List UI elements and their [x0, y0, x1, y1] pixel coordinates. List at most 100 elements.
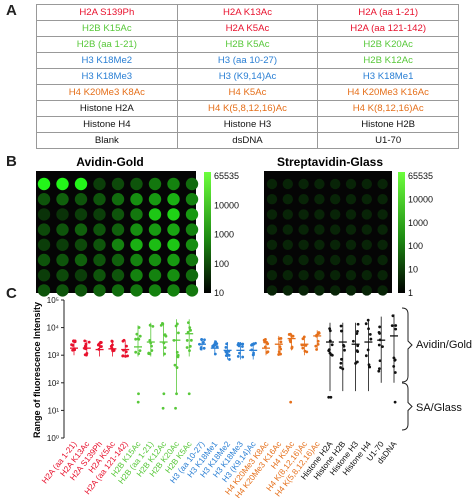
array-spot — [314, 285, 325, 296]
data-point — [73, 348, 77, 352]
array-spot — [37, 208, 51, 221]
colorbar-tick-label: 10 — [214, 288, 224, 298]
data-point — [134, 337, 138, 341]
data-point — [367, 327, 370, 331]
data-point — [378, 332, 381, 335]
data-point — [185, 339, 189, 342]
colorbar-tick-label: 65535 — [214, 171, 239, 181]
data-point — [175, 366, 179, 369]
antigen-cell: U1-70 — [317, 132, 459, 149]
data-point — [314, 344, 318, 348]
colorbar-tick-label: 10 — [408, 265, 418, 275]
data-point — [356, 329, 359, 333]
array-spot — [167, 208, 180, 221]
data-point — [251, 343, 255, 347]
array-spot — [93, 238, 106, 251]
data-point — [215, 345, 219, 349]
data-point — [279, 340, 283, 344]
antigen-cell: Histone H4 — [36, 116, 178, 133]
array-spot — [56, 193, 69, 206]
data-point — [125, 344, 128, 348]
fluorescence-range-chart: Range of fluorescence Intensity 10⁰ 10¹ 10… — [32, 296, 472, 498]
y-tick-label: 10³ — [47, 351, 59, 360]
antigen-cell: H2A S139Ph — [36, 4, 178, 21]
array-spot — [37, 177, 51, 191]
data-point — [176, 355, 180, 359]
array-spot — [361, 270, 372, 281]
array-spot — [345, 224, 357, 235]
data-point — [263, 345, 267, 349]
data-point — [328, 329, 332, 333]
antigen-cell: Blank — [36, 132, 178, 149]
data-point — [97, 342, 101, 346]
array-spot — [111, 253, 125, 267]
data-point — [378, 325, 382, 329]
array-spot — [130, 284, 143, 297]
data-point — [327, 349, 331, 353]
array-spot — [167, 223, 180, 236]
data-point — [393, 371, 397, 374]
array-spot — [148, 238, 162, 251]
data-point — [126, 354, 129, 358]
data-point — [224, 349, 228, 353]
data-point — [381, 345, 384, 349]
array-spot — [37, 238, 51, 251]
array-spot — [330, 254, 341, 266]
array-spot — [345, 285, 357, 296]
data-point — [328, 339, 332, 343]
array-spot — [167, 177, 180, 191]
y-tick-label: 10⁴ — [47, 324, 60, 333]
array-spot — [266, 209, 278, 220]
array-spot — [130, 177, 143, 191]
array-spot — [74, 238, 88, 251]
data-point — [354, 361, 357, 365]
array-spot — [93, 253, 106, 267]
range-bracket — [401, 382, 413, 431]
array-spot — [148, 208, 162, 221]
array-spot — [298, 285, 309, 296]
array-spot — [266, 285, 278, 296]
array-spot — [148, 223, 162, 236]
data-point — [394, 324, 398, 327]
array-spot — [282, 178, 293, 190]
data-point — [227, 349, 231, 353]
data-point — [138, 349, 142, 353]
panel-label-b: B — [6, 153, 17, 170]
antigen-cell: H2A (aa 121-142) — [317, 20, 459, 37]
data-point — [188, 349, 191, 353]
y-tick-label: 10⁵ — [47, 296, 59, 305]
data-point — [85, 352, 89, 355]
data-point — [215, 342, 219, 346]
data-point — [122, 348, 125, 352]
data-point — [186, 330, 190, 334]
data-point — [187, 392, 191, 396]
data-point — [110, 339, 114, 343]
data-point — [355, 332, 359, 336]
array-spot — [377, 194, 388, 205]
colorbar-tick-label: 65535 — [408, 171, 433, 181]
array-spot — [282, 270, 293, 281]
array-spot — [56, 177, 69, 191]
data-point — [162, 333, 166, 337]
data-point — [175, 350, 179, 354]
array-spot — [377, 178, 388, 190]
streptavidin-glass-colorbar — [398, 172, 405, 293]
data-point — [241, 342, 245, 346]
array-spot — [345, 254, 357, 266]
data-point — [393, 358, 397, 362]
data-point — [394, 327, 398, 331]
data-point — [341, 367, 345, 371]
data-point — [149, 341, 153, 345]
array-spot — [130, 238, 143, 251]
data-point — [137, 326, 141, 329]
data-point — [392, 364, 396, 368]
data-point — [369, 337, 373, 341]
panel-label-c: C — [6, 285, 17, 302]
antigen-cell: H4 K(5,8,12,16)Ac — [176, 100, 319, 117]
antigen-cell: Histone H2B — [317, 116, 459, 133]
array-spot — [74, 284, 88, 297]
array-spot — [377, 270, 388, 281]
data-point — [377, 369, 381, 373]
y-tick-label: 10⁰ — [47, 434, 59, 443]
data-point — [136, 400, 140, 404]
